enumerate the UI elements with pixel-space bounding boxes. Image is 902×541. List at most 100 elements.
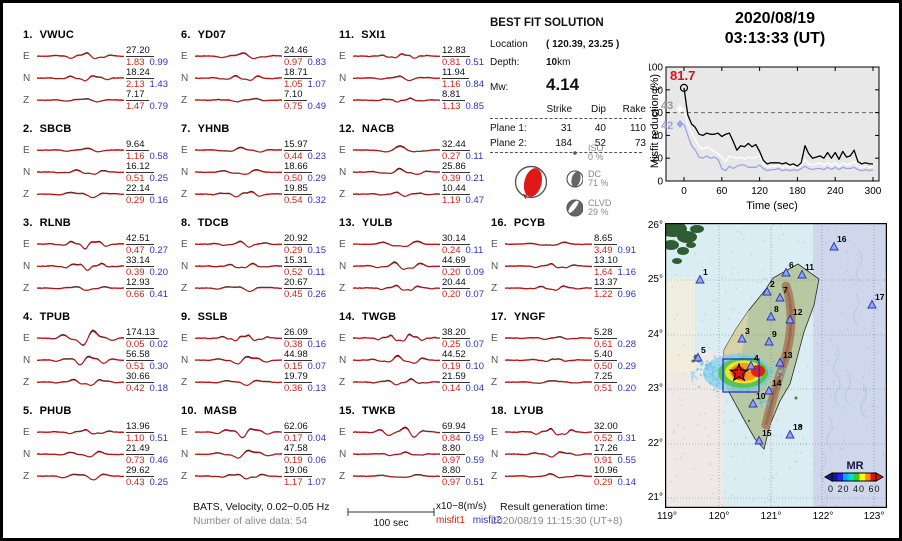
waveform-trace [353, 473, 441, 479]
plane1-label: Plane 1: [490, 123, 527, 134]
station-code: PCYB [513, 217, 546, 229]
misfit1-value: 0.29 [126, 195, 145, 206]
misfit1-value: 0.61 [594, 339, 613, 350]
misfit-values: 1.10 0.51 [126, 434, 168, 444]
amplitude-value: 7.17 [126, 90, 149, 101]
plot-xlabel: Time (sec) [746, 200, 798, 212]
misfit-values: 0.52 0.11 [284, 268, 325, 278]
waveform-row: N 18.66 0.50 0.29 [181, 161, 337, 184]
map-station-16: 16 [829, 234, 847, 251]
misfit-series-black [683, 87, 873, 167]
amplitude-value: 47.58 [284, 444, 312, 455]
waveform-row: Z 19.06 1.17 1.07 [181, 465, 337, 488]
plane2-rake: 73 [634, 138, 646, 149]
map-station-7: 7 [775, 285, 788, 302]
misfit-values: 0.36 0.13 [284, 384, 326, 394]
misfit-values: 1.13 0.85 [442, 102, 484, 112]
waveform-trace [353, 145, 441, 153]
waveform-row: E 32.00 0.52 0.31 [491, 421, 647, 444]
amplitude-value: 19.06 [284, 466, 312, 477]
waveform-values: 8.65 3.49 0.91 [594, 232, 636, 256]
component-label: N [181, 166, 189, 178]
station-number: 18. [491, 405, 507, 417]
station-header: 5. PHUB [23, 405, 179, 421]
misfit1-value: 0.39 [442, 173, 461, 184]
station-number: 12. [339, 123, 355, 135]
station-number: 1. [23, 29, 33, 41]
component-label: Z [181, 94, 188, 106]
misfit-values: 0.84 0.59 [442, 434, 484, 444]
misfit1-value: 0.39 [126, 267, 145, 278]
amplitude-value: 15.31 [284, 256, 312, 267]
station-block: 3. RLNB E 42.51 0.47 0.27 N 33.14 0.39 0.20 Z 12.93… [23, 217, 179, 300]
waveform-values: 27.20 1.83 0.99 [126, 44, 168, 68]
station-code: YNGF [513, 311, 546, 323]
misfit2-value: 0.02 [149, 339, 169, 350]
waveform-values: 20.92 0.29 0.15 [284, 232, 326, 256]
waveform-values: 8.80 0.97 0.51 [442, 464, 484, 488]
amplitude-value: 8.81 [442, 90, 465, 101]
waveform-values: 62.06 0.17 0.04 [284, 420, 326, 444]
misfit-values: 0.61 0.28 [594, 340, 636, 350]
station-header: 4. TPUB [23, 311, 179, 327]
component-label: E [23, 332, 30, 344]
station-block: 12. NACB E 32.44 0.27 0.11 N 25.86 0.39 0.21 Z 10.4… [339, 123, 495, 206]
gray-value-label: 43 [661, 100, 673, 112]
misfit-values: 0.29 0.16 [126, 196, 168, 206]
amplitude-value: 174.13 [126, 328, 160, 339]
waveform-row: E 9.64 1.16 0.58 [23, 139, 179, 162]
clvd-item: CLVD 29 % [563, 195, 653, 221]
scalebar-label: 100 sec [373, 518, 409, 529]
event-time: 03:13:33 (UT) [724, 30, 826, 47]
station-header: 8. TDCB [181, 217, 337, 233]
plot-ytick: 100 [649, 63, 663, 74]
plane2-row: Plane 2: 184 52 73 [490, 136, 646, 151]
station-code: NACB [361, 123, 395, 135]
waveform-trace [505, 358, 593, 363]
component-label: Z [339, 470, 346, 482]
misfit1-value: 1.05 [284, 79, 303, 90]
amplitude-value: 38.20 [442, 328, 470, 339]
peak-marker [679, 83, 689, 92]
waveform-trace [37, 52, 124, 60]
waveform-row: N 18.71 1.05 1.07 [181, 67, 337, 90]
misfit1-value: 0.42 [126, 383, 145, 394]
misfit-values: 1.47 0.79 [126, 102, 168, 112]
waveform-values: 47.58 0.19 0.06 [284, 442, 326, 466]
misfit1-value: 1.10 [126, 433, 145, 444]
station-code: YHNB [197, 123, 230, 135]
mr-colorbar: MR 0 20 40 60 [823, 460, 885, 494]
nodal-plane-table: Strike Dip Rake Plane 1: 31 40 110 Plane… [490, 102, 646, 153]
misfit2-value: 0.16 [307, 339, 327, 350]
component-label: E [339, 426, 346, 438]
amplitude-value: 16.12 [126, 162, 154, 173]
waveform-values: 32.44 0.27 0.11 [442, 138, 483, 162]
waveform-trace [195, 146, 283, 153]
station-number: 5. [23, 405, 33, 417]
misfit1-value: 1.47 [126, 101, 145, 112]
component-label: N [23, 72, 31, 84]
waveform-values: 26.09 0.38 0.16 [284, 326, 326, 350]
component-label: E [491, 426, 498, 438]
waveform-trace [37, 191, 124, 199]
waveform-trace [353, 333, 441, 342]
map-station-8: 8 [766, 304, 779, 321]
table-divider [490, 152, 642, 153]
misfit1-value: 0.36 [284, 383, 303, 394]
station-block: 1. VWUC E 27.20 1.83 0.99 N 18.24 2.13 1.43 Z 7.17 1… [23, 29, 179, 112]
misfit2-value: 0.04 [465, 383, 485, 394]
waveform-row: N 33.14 0.39 0.20 [23, 255, 179, 278]
plane2-strike: 184 [555, 138, 572, 149]
map-lat-label: 23° [647, 383, 663, 394]
waveform-trace [195, 356, 283, 365]
waveform-trace [353, 354, 441, 364]
station-number: 6. [181, 29, 191, 41]
misfit1-value: 0.81 [442, 57, 461, 68]
misfit2-value: 0.91 [617, 245, 637, 256]
misfit2-value: 0.55 [617, 455, 637, 466]
waveform-trace [505, 336, 593, 341]
waveform-values: 13.37 1.22 0.96 [594, 276, 636, 300]
plane2-dip: 52 [594, 138, 606, 149]
